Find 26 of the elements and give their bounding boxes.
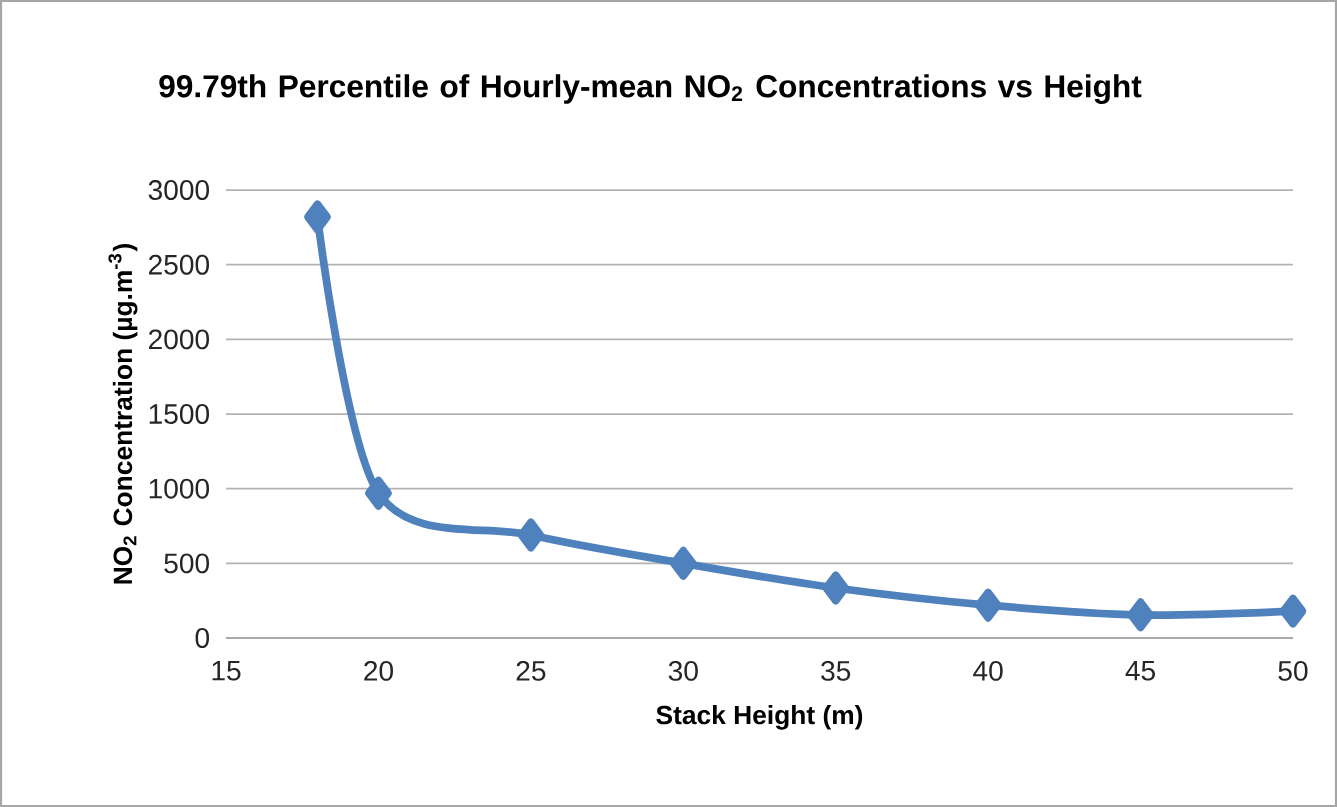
point [517,518,545,552]
chart-title: 99.79th Percentile of Hourly-mean NO$_{2}$ Concentrations vs Height [159,74,1142,104]
x-tick-label: 20 [364,660,394,681]
point [304,200,331,234]
y-tick-label: 2000 [149,329,210,350]
y-tick-label: 1000 [149,478,210,499]
x-tick-label: 50 [1278,660,1308,681]
y-tick-label: 1500 [149,404,210,424]
x-tick-label: 15 [212,660,241,681]
x-tick-label: 35 [821,660,851,681]
x-tick-label: 40 [973,660,1003,681]
point [1127,598,1154,632]
point [669,546,697,580]
x-tick-label: 45 [1125,660,1155,681]
x-axis-title: Stack Height (m) [656,705,863,730]
y-tick-label: 500 [164,553,210,574]
y-tick-label: 3000 [148,180,210,200]
y-axis-title: NO$_{2}$ Concentration (µg.m$^{-3}$) [108,244,138,584]
x-tick-label: 25 [516,660,546,681]
point [1279,594,1307,628]
point [822,571,850,605]
point [974,588,1002,622]
x-tick-label: 30 [668,660,698,681]
y-tick-label: 2500 [149,254,210,275]
y-tick-label: 0 [195,628,210,648]
point [365,476,392,510]
